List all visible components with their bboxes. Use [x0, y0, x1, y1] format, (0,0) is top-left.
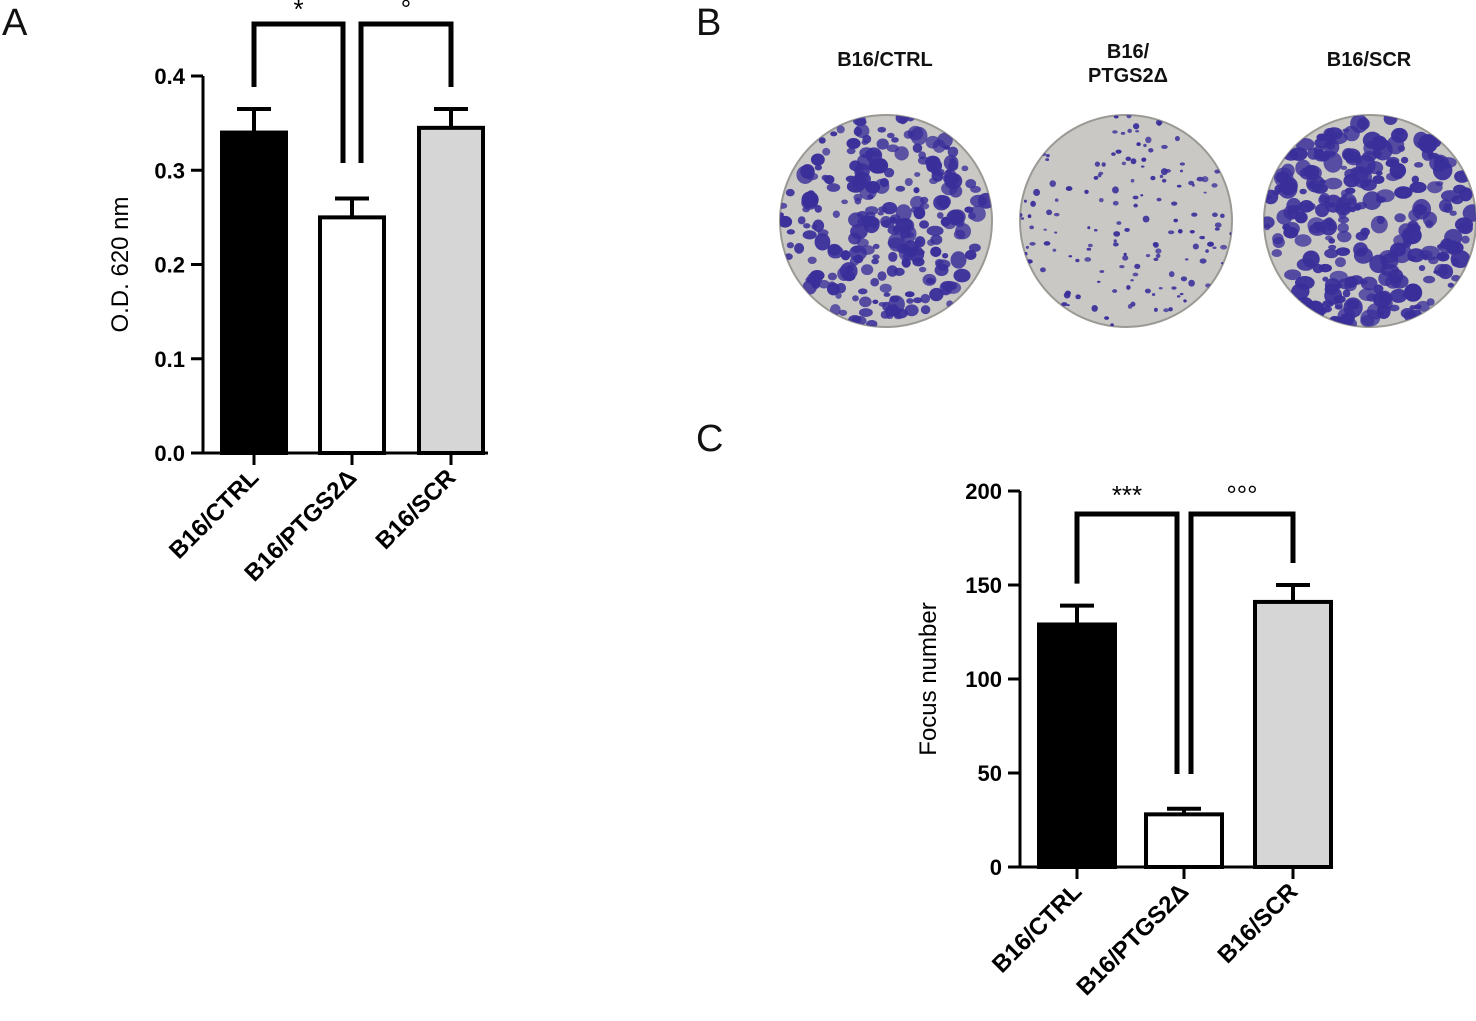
- y-tick-label: 0.4: [154, 64, 185, 89]
- bar-1: [220, 130, 288, 456]
- bar-2: [1144, 812, 1224, 869]
- bar-1: [1037, 622, 1117, 869]
- bar-3: [417, 125, 485, 456]
- x-tick-label: B16/SCR: [1212, 878, 1303, 969]
- y-tick-label: 0: [990, 855, 1002, 880]
- plate-label-ptgs2: B16/ PTGS2Δ: [1088, 41, 1168, 87]
- plate-label-ctrl: B16/CTRL: [837, 49, 933, 71]
- y-tick-label: 0.3: [154, 158, 185, 183]
- significance-bracket: [358, 21, 454, 163]
- y-tick-label: 100: [965, 667, 1002, 692]
- colony-plates-figure: B16/CTRL B16/ PTGS2Δ B16/SCR: [770, 40, 1476, 340]
- significance-label: *: [293, 0, 303, 24]
- y-tick-label: 50: [978, 761, 1002, 786]
- plate-label-scr: B16/SCR: [1326, 49, 1412, 71]
- x-tick-label: B16/PTGS2Δ: [1071, 878, 1194, 1001]
- y-axis-label: Focus number: [915, 602, 942, 755]
- panel-letter-a: A: [2, 2, 28, 44]
- y-tick-label: 0.1: [154, 347, 185, 372]
- bar-chart-od620: 0.00.10.20.30.4O.D. 620 nmB16/CTRLB16/PT…: [107, 0, 488, 587]
- y-tick-label: 0.0: [154, 441, 185, 466]
- colony-stains: [780, 115, 992, 327]
- colony-plate-images: [779, 114, 1476, 328]
- panel-letter-b: B: [696, 2, 722, 44]
- colony-stains: [1264, 115, 1476, 327]
- significance-label: ***: [1112, 480, 1142, 510]
- culture-plate: [1019, 114, 1233, 328]
- y-tick-label: 200: [965, 479, 1002, 504]
- significance-bracket: [251, 21, 346, 163]
- y-tick-label: 0.2: [154, 253, 185, 278]
- x-tick-label: B16/CTRL: [164, 464, 264, 564]
- panel-letter-c: C: [696, 418, 724, 460]
- bar-3: [1253, 599, 1333, 869]
- y-axis-label: O.D. 620 nm: [107, 196, 134, 332]
- significance-label: °: [401, 0, 411, 24]
- significance-bracket: [1188, 511, 1296, 774]
- x-tick-label: B16/SCR: [370, 464, 461, 555]
- bar-2: [318, 215, 386, 455]
- significance-bracket: [1074, 511, 1180, 774]
- bar-chart-focus-number: 0 50 100 150 200 Focus number B16/CTRLB16/PTGS…: [915, 479, 1333, 1001]
- y-tick-label: 150: [965, 573, 1002, 598]
- colony-stains: [1020, 115, 1232, 327]
- x-tick-label: B16/CTRL: [987, 878, 1087, 978]
- significance-label: °°°: [1226, 480, 1257, 510]
